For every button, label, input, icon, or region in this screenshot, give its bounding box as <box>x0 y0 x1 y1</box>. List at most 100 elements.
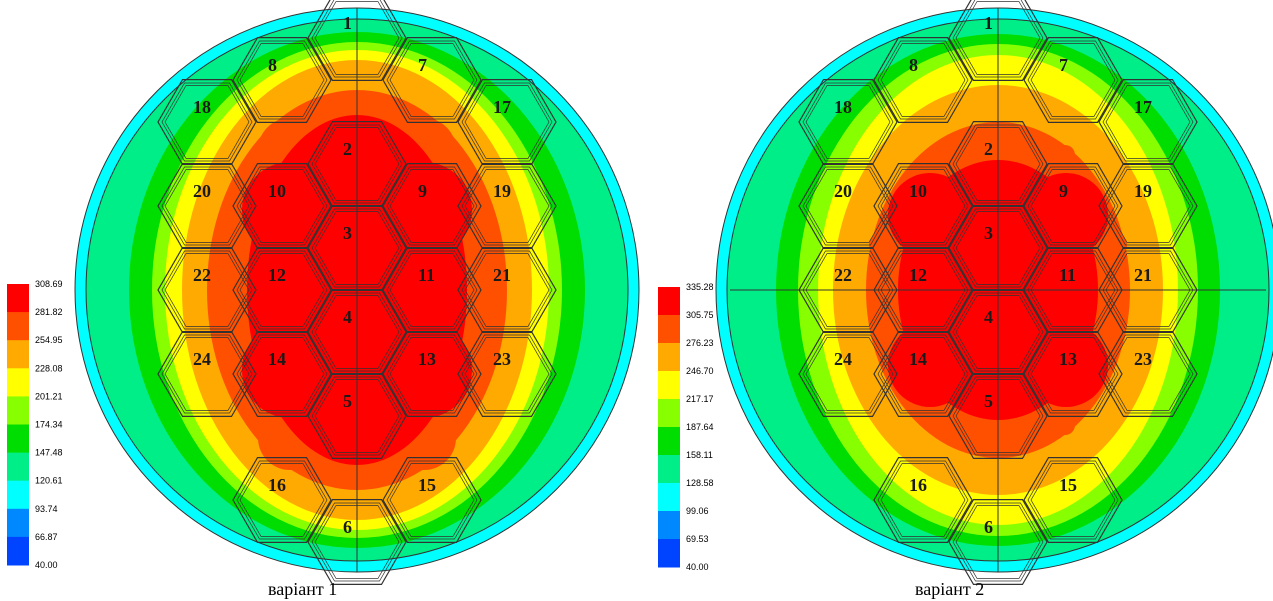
assembly-hex <box>877 40 969 120</box>
assembly-grid <box>798 0 1198 586</box>
assembly-hex <box>955 127 1041 201</box>
legend-color-band <box>658 315 680 344</box>
legend-tick-label: 99.06 <box>686 506 709 516</box>
legend-color-band <box>658 343 680 372</box>
assembly-hex <box>239 337 325 411</box>
assembly-hex <box>461 166 553 246</box>
caption-variant-1: варіант 1 <box>268 579 337 599</box>
legend-tick-label: 308.69 <box>35 279 63 289</box>
assembly-hex <box>382 457 482 544</box>
assembly-number: 1 <box>984 13 993 33</box>
assembly-hex <box>311 292 403 372</box>
assembly-hex <box>239 43 325 117</box>
assembly-hex <box>386 460 478 540</box>
assembly-hex <box>798 331 898 417</box>
assembly-hex <box>1105 85 1191 159</box>
assembly-hex <box>805 169 891 243</box>
assembly-hex <box>1023 331 1123 417</box>
assembly-number: 13 <box>1059 349 1077 369</box>
assembly-number: 15 <box>1059 475 1077 495</box>
legend-tick-label: 120.61 <box>35 476 63 486</box>
assembly-hex <box>955 295 1041 369</box>
legend-color-band <box>658 511 680 540</box>
legend-color-band <box>7 508 29 538</box>
assembly-hex <box>232 457 332 544</box>
legend-color-band <box>658 427 680 456</box>
assembly-hex <box>389 43 475 117</box>
assembly-number: 3 <box>343 223 352 243</box>
legend-color-band <box>658 455 680 484</box>
assembly-number: 16 <box>909 475 927 495</box>
assembly-number: 5 <box>343 391 352 411</box>
legend-tick-label: 147.48 <box>35 448 63 458</box>
assembly-number: 17 <box>493 97 511 117</box>
assembly-hex <box>314 505 400 579</box>
legend-tick-label: 187.64 <box>686 422 714 432</box>
assembly-hex <box>311 124 403 204</box>
assembly-hex <box>461 334 553 414</box>
assembly-hex <box>880 169 966 243</box>
assembly-hex <box>161 334 253 414</box>
assembly-hex <box>314 295 400 369</box>
assembly-number: 4 <box>984 307 993 327</box>
assembly-number: 2 <box>984 139 993 159</box>
assembly-number: 7 <box>1059 55 1068 75</box>
assembly-hex <box>307 373 407 459</box>
assembly-hex <box>805 253 891 327</box>
legend-variant-1: 308.69 281.82 254.95 228.08 201.21 174.34 147.… <box>7 279 63 570</box>
assembly-hex <box>236 334 328 414</box>
assembly-hex <box>314 127 400 201</box>
assembly-number: 10 <box>268 181 286 201</box>
legend-color-band <box>7 340 29 369</box>
assembly-hex <box>955 211 1041 285</box>
assembly-hex <box>164 253 250 327</box>
legend-tick-label: 305.75 <box>686 310 714 320</box>
legend-color-band <box>7 452 29 482</box>
legend-tick-label: 246.70 <box>686 366 714 376</box>
assembly-hex <box>873 36 973 124</box>
assembly-hex <box>464 85 550 159</box>
assembly-number: 24 <box>193 349 211 369</box>
assembly-hex <box>232 36 332 124</box>
assembly-number: 9 <box>418 181 427 201</box>
assembly-hex <box>314 1 400 75</box>
assembly-hex <box>157 331 257 417</box>
assembly-hex <box>802 250 894 330</box>
assembly-hex <box>1030 43 1116 117</box>
assembly-hex <box>461 250 553 330</box>
assembly-hex <box>1102 82 1194 162</box>
assembly-hex <box>382 331 482 417</box>
assembly-hex <box>880 337 966 411</box>
legend-tick-label: 335.28 <box>686 282 714 292</box>
assembly-hex <box>880 463 966 537</box>
legend-color-band <box>658 371 680 400</box>
assembly-number: 23 <box>1134 349 1152 369</box>
assembly-hex <box>314 379 400 453</box>
assembly-number: 7 <box>418 55 427 75</box>
legend-color-band <box>7 284 29 313</box>
assembly-hex <box>948 0 1048 82</box>
assembly-hex <box>236 460 328 540</box>
legend-tick-label: 66.87 <box>35 532 58 542</box>
assembly-hex <box>877 250 969 330</box>
assembly-hex <box>386 250 478 330</box>
assembly-number: 21 <box>493 265 511 285</box>
assembly-hex <box>873 331 973 417</box>
assembly-hex <box>389 463 475 537</box>
assembly-hex <box>1105 253 1191 327</box>
assembly-hex <box>1027 460 1119 540</box>
assembly-hex <box>805 337 891 411</box>
assembly-hex <box>877 166 969 246</box>
assembly-hex <box>307 499 407 586</box>
assembly-hex <box>1023 457 1123 544</box>
assembly-hex <box>952 124 1044 204</box>
assembly-hex <box>311 0 403 78</box>
legend-color-band <box>658 399 680 428</box>
assembly-hex <box>464 169 550 243</box>
assembly-hex <box>948 373 1048 459</box>
legend-tick-label: 158.11 <box>686 450 713 460</box>
assembly-grid <box>157 0 557 586</box>
assembly-hex <box>311 376 403 456</box>
